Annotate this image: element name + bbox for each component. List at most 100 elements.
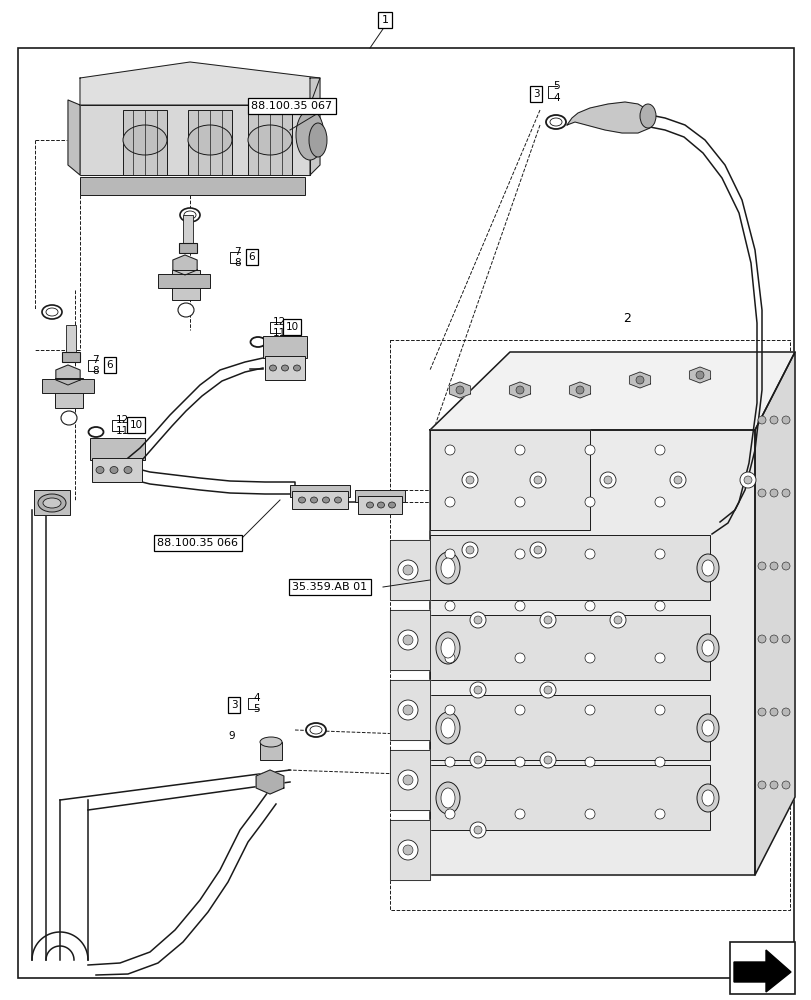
Circle shape xyxy=(654,497,664,507)
Circle shape xyxy=(539,752,556,768)
Circle shape xyxy=(466,546,474,554)
Circle shape xyxy=(781,489,789,497)
Polygon shape xyxy=(389,610,430,670)
Circle shape xyxy=(444,757,454,767)
Ellipse shape xyxy=(293,365,300,371)
Polygon shape xyxy=(80,105,310,175)
Polygon shape xyxy=(733,950,790,992)
Text: 35.359.AB 01: 35.359.AB 01 xyxy=(292,582,367,592)
Circle shape xyxy=(769,489,777,497)
Circle shape xyxy=(669,472,685,488)
Circle shape xyxy=(514,757,525,767)
Circle shape xyxy=(695,371,703,379)
Circle shape xyxy=(444,809,454,819)
Ellipse shape xyxy=(298,497,305,503)
Ellipse shape xyxy=(38,494,66,512)
Circle shape xyxy=(739,472,755,488)
Circle shape xyxy=(461,542,478,558)
Circle shape xyxy=(530,542,545,558)
Text: 8: 8 xyxy=(234,258,240,268)
Ellipse shape xyxy=(260,737,281,747)
Circle shape xyxy=(781,416,789,424)
Polygon shape xyxy=(629,372,650,388)
Circle shape xyxy=(654,809,664,819)
Circle shape xyxy=(584,705,594,715)
Ellipse shape xyxy=(639,104,655,128)
Bar xyxy=(247,110,292,175)
Bar xyxy=(430,695,709,760)
Circle shape xyxy=(514,653,525,663)
Polygon shape xyxy=(80,62,320,105)
Ellipse shape xyxy=(250,337,265,347)
Circle shape xyxy=(543,616,551,624)
Circle shape xyxy=(474,826,482,834)
Circle shape xyxy=(402,705,413,715)
Circle shape xyxy=(539,682,556,698)
Ellipse shape xyxy=(281,365,288,371)
Text: 12: 12 xyxy=(272,317,286,327)
Circle shape xyxy=(470,822,486,838)
Polygon shape xyxy=(389,820,430,880)
Bar xyxy=(42,379,94,393)
Circle shape xyxy=(397,560,418,580)
Circle shape xyxy=(402,775,413,785)
Circle shape xyxy=(609,612,625,628)
Circle shape xyxy=(743,476,751,484)
Bar xyxy=(358,496,401,514)
Circle shape xyxy=(603,476,611,484)
Circle shape xyxy=(514,809,525,819)
Ellipse shape xyxy=(702,720,713,736)
Circle shape xyxy=(466,476,474,484)
Circle shape xyxy=(470,752,486,768)
Ellipse shape xyxy=(46,308,58,316)
Circle shape xyxy=(584,757,594,767)
Text: 10: 10 xyxy=(129,420,143,430)
Ellipse shape xyxy=(309,123,327,157)
Ellipse shape xyxy=(696,554,718,582)
Circle shape xyxy=(654,757,664,767)
Ellipse shape xyxy=(296,110,324,160)
Circle shape xyxy=(444,601,454,611)
Circle shape xyxy=(654,445,664,455)
Polygon shape xyxy=(689,367,710,383)
Circle shape xyxy=(514,497,525,507)
Ellipse shape xyxy=(436,782,460,814)
Circle shape xyxy=(397,840,418,860)
Ellipse shape xyxy=(366,502,373,508)
Circle shape xyxy=(584,601,594,611)
Circle shape xyxy=(654,653,664,663)
Circle shape xyxy=(534,476,541,484)
Text: 4: 4 xyxy=(552,93,559,103)
Circle shape xyxy=(461,472,478,488)
Circle shape xyxy=(769,416,777,424)
Bar xyxy=(430,615,709,680)
Circle shape xyxy=(470,682,486,698)
Text: 6: 6 xyxy=(248,252,255,262)
Circle shape xyxy=(534,546,541,554)
Polygon shape xyxy=(430,352,794,430)
Circle shape xyxy=(474,616,482,624)
Bar xyxy=(729,942,794,994)
Ellipse shape xyxy=(43,498,61,508)
Text: 11: 11 xyxy=(116,426,129,436)
Circle shape xyxy=(757,781,765,789)
Bar xyxy=(122,110,167,175)
Ellipse shape xyxy=(310,726,322,734)
Bar xyxy=(430,765,709,830)
Circle shape xyxy=(781,562,789,570)
Ellipse shape xyxy=(702,790,713,806)
Ellipse shape xyxy=(549,118,561,126)
Circle shape xyxy=(769,708,777,716)
Circle shape xyxy=(514,705,525,715)
Ellipse shape xyxy=(88,427,103,437)
Circle shape xyxy=(757,562,765,570)
Circle shape xyxy=(584,549,594,559)
Circle shape xyxy=(781,635,789,643)
Circle shape xyxy=(444,445,454,455)
Text: 7: 7 xyxy=(234,247,240,257)
Circle shape xyxy=(543,686,551,694)
Text: 10: 10 xyxy=(285,322,298,332)
Text: 88.100.35 067: 88.100.35 067 xyxy=(251,101,333,111)
Ellipse shape xyxy=(696,634,718,662)
Circle shape xyxy=(444,497,454,507)
